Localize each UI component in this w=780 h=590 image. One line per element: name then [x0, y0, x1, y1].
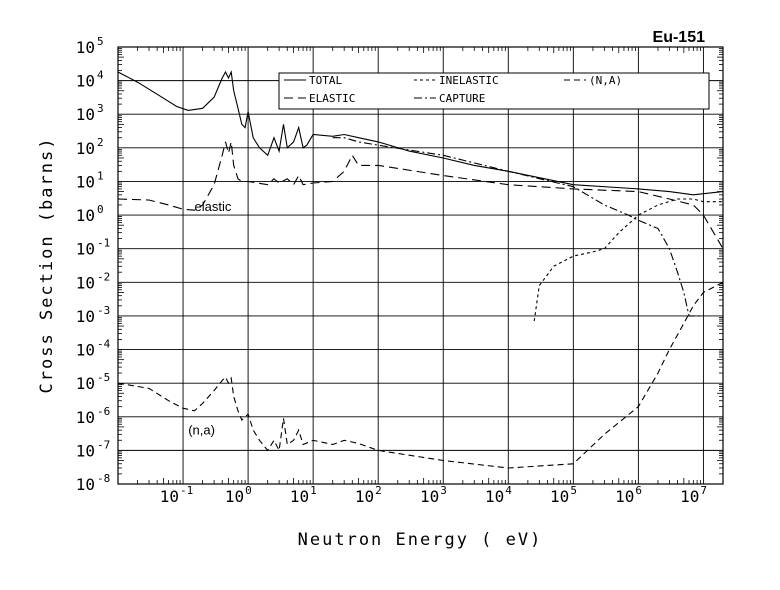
- x-tick-label-exp: 6: [635, 484, 642, 497]
- legend-label: TOTAL: [309, 74, 342, 87]
- y-tick-label-exp: 2: [97, 136, 104, 149]
- y-tick-label-base: 10: [76, 105, 95, 124]
- y-tick-label-base: 10: [76, 307, 95, 326]
- y-tick-label-base: 10: [76, 139, 95, 158]
- y-tick-label-exp: 0: [97, 203, 104, 216]
- x-tick-label-exp: -1: [180, 484, 193, 497]
- y-tick-label-exp: -3: [97, 304, 110, 317]
- x-tick-label-base: 10: [355, 487, 374, 506]
- y-tick-label-exp: -7: [97, 438, 110, 451]
- legend-label: CAPTURE: [439, 92, 485, 105]
- y-tick-label-exp: 4: [97, 69, 104, 82]
- x-tick-label-exp: 0: [245, 484, 252, 497]
- x-tick-label-exp: 1: [310, 484, 317, 497]
- legend: TOTAL ELASTIC INELASTIC CAPTURE (N,A): [278, 72, 710, 110]
- y-tick-label-base: 10: [76, 441, 95, 460]
- x-tick-label-exp: 3: [440, 484, 447, 497]
- curves: [117, 70, 724, 469]
- series-total: [117, 70, 724, 196]
- y-tick-label-base: 10: [76, 273, 95, 292]
- y-tick-label-base: 10: [76, 408, 95, 427]
- x-tick-label-exp: 2: [375, 484, 382, 497]
- series-elastic: [117, 141, 724, 249]
- plot-frame: [117, 46, 724, 485]
- x-tick-label-base: 10: [485, 487, 504, 506]
- y-tick-label-exp: -2: [97, 270, 110, 283]
- annotation-label: (n,a): [188, 422, 215, 437]
- x-tick-label-base: 10: [420, 487, 439, 506]
- y-tick-label-exp: -4: [97, 338, 111, 351]
- series-capture: [332, 137, 704, 317]
- x-tick-label-base: 10: [550, 487, 569, 506]
- y-tick-label-base: 10: [76, 206, 95, 225]
- x-axis-label: Neutron Energy ( eV): [298, 530, 543, 550]
- grid: [118, 46, 723, 485]
- y-tick-label-base: 10: [76, 72, 95, 91]
- y-tick-label-exp: -8: [97, 472, 110, 485]
- annotations: elastic (n,a): [188, 199, 232, 437]
- x-tick-label-exp: 7: [700, 484, 707, 497]
- y-tick-label-base: 10: [76, 172, 95, 191]
- y-tick-label-base: 10: [76, 475, 95, 494]
- x-tick-label-base: 10: [160, 487, 179, 506]
- x-tick-label-base: 10: [290, 487, 309, 506]
- y-tick-label-exp: 3: [97, 102, 104, 115]
- axis-ticks: [118, 47, 724, 484]
- y-tick-label-base: 10: [76, 341, 95, 360]
- legend-label: INELASTIC: [439, 74, 499, 87]
- y-tick-label-exp: -5: [97, 371, 110, 384]
- legend-box: [278, 72, 710, 110]
- legend-label: (N,A): [589, 74, 622, 87]
- series-inelastic: [533, 198, 723, 322]
- x-tick-label-exp: 5: [570, 484, 577, 497]
- y-tick-label-exp: -6: [97, 405, 110, 418]
- tick-labels: 10 -1 10 0 10 1 10 2 10 3 10 4 10 5 10 6 10 710 510 410 310 2…: [76, 35, 707, 506]
- y-tick-label-exp: 5: [97, 35, 104, 48]
- y-tick-label-base: 10: [76, 240, 95, 259]
- y-tick-label-base: 10: [76, 38, 95, 57]
- y-tick-label-base: 10: [76, 374, 95, 393]
- x-tick-label-base: 10: [615, 487, 634, 506]
- annotation-label: elastic: [195, 199, 232, 214]
- series-n-a: [117, 281, 724, 469]
- x-tick-label-base: 10: [680, 487, 699, 506]
- y-tick-label-exp: -1: [97, 237, 110, 250]
- chart-title: Eu-151: [653, 29, 706, 46]
- legend-label: ELASTIC: [309, 92, 355, 105]
- y-tick-label-exp: 1: [97, 169, 104, 182]
- y-axis-label: Cross Section (barns): [37, 137, 57, 394]
- x-tick-label-exp: 4: [505, 484, 512, 497]
- x-tick-label-base: 10: [225, 487, 244, 506]
